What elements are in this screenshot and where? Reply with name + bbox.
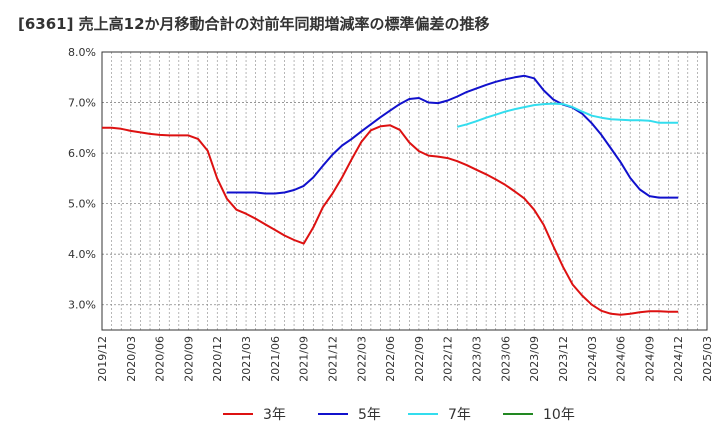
legend-label: 5年 (358, 407, 381, 423)
grid-lines (102, 51, 707, 330)
x-tick-label: 2023/03 (471, 336, 484, 382)
series-line-5年 (226, 74, 679, 199)
x-tick-label: 2023/06 (499, 336, 512, 382)
x-tick-label: 2022/09 (413, 336, 426, 382)
y-tick-label: 7.0% (68, 97, 96, 110)
y-tick-label: 5.0% (68, 198, 96, 211)
x-tick-label: 2020/03 (125, 336, 138, 382)
legend-label: 10年 (543, 407, 575, 423)
x-tick-label: 2021/03 (240, 336, 253, 382)
legend: 3年 5年 7年 10年 (223, 407, 575, 423)
x-tick-label: 2024/12 (672, 336, 685, 382)
series-lines (102, 74, 679, 316)
x-tick-label: 2023/12 (557, 336, 570, 382)
series-line-3年 (102, 124, 679, 316)
x-tick-label: 2020/06 (154, 336, 167, 382)
x-tick-label: 2025/03 (701, 336, 714, 382)
y-tick-label: 8.0% (68, 46, 96, 59)
x-tick-label: 2024/09 (643, 336, 656, 382)
legend-label: 7年 (448, 407, 471, 423)
plot-frame (101, 51, 708, 331)
y-tick-label: 4.0% (68, 248, 96, 261)
x-tick-label: 2024/06 (615, 336, 628, 382)
x-tick-label: 2022/06 (384, 336, 397, 382)
x-tick-label: 2020/12 (211, 336, 224, 382)
x-tick-label: 2021/06 (269, 336, 282, 382)
x-tick-label: 2022/12 (442, 336, 455, 382)
x-tick-label: 2022/03 (355, 336, 368, 382)
y-tick-label: 6.0% (68, 147, 96, 160)
x-tick-label: 2024/03 (586, 336, 599, 382)
series-line-7年 (457, 102, 679, 128)
legend-label: 3年 (263, 407, 286, 423)
x-tick-label: 2021/09 (298, 336, 311, 382)
x-tick-label: 2020/09 (182, 336, 195, 382)
chart-title: [6361] 売上高12か月移動合計の対前年同期増減率の標準偏差の推移 (18, 15, 490, 33)
y-tick-label: 3.0% (68, 299, 96, 312)
x-tick-label: 2021/12 (326, 336, 339, 382)
x-tick-label: 2023/09 (528, 336, 541, 382)
x-tick-label: 2019/12 (96, 336, 109, 382)
axis-labels: 3.0% 4.0% 5.0% 6.0% 7.0% 8.0% 2019/12 2020/03 20… (68, 46, 714, 382)
